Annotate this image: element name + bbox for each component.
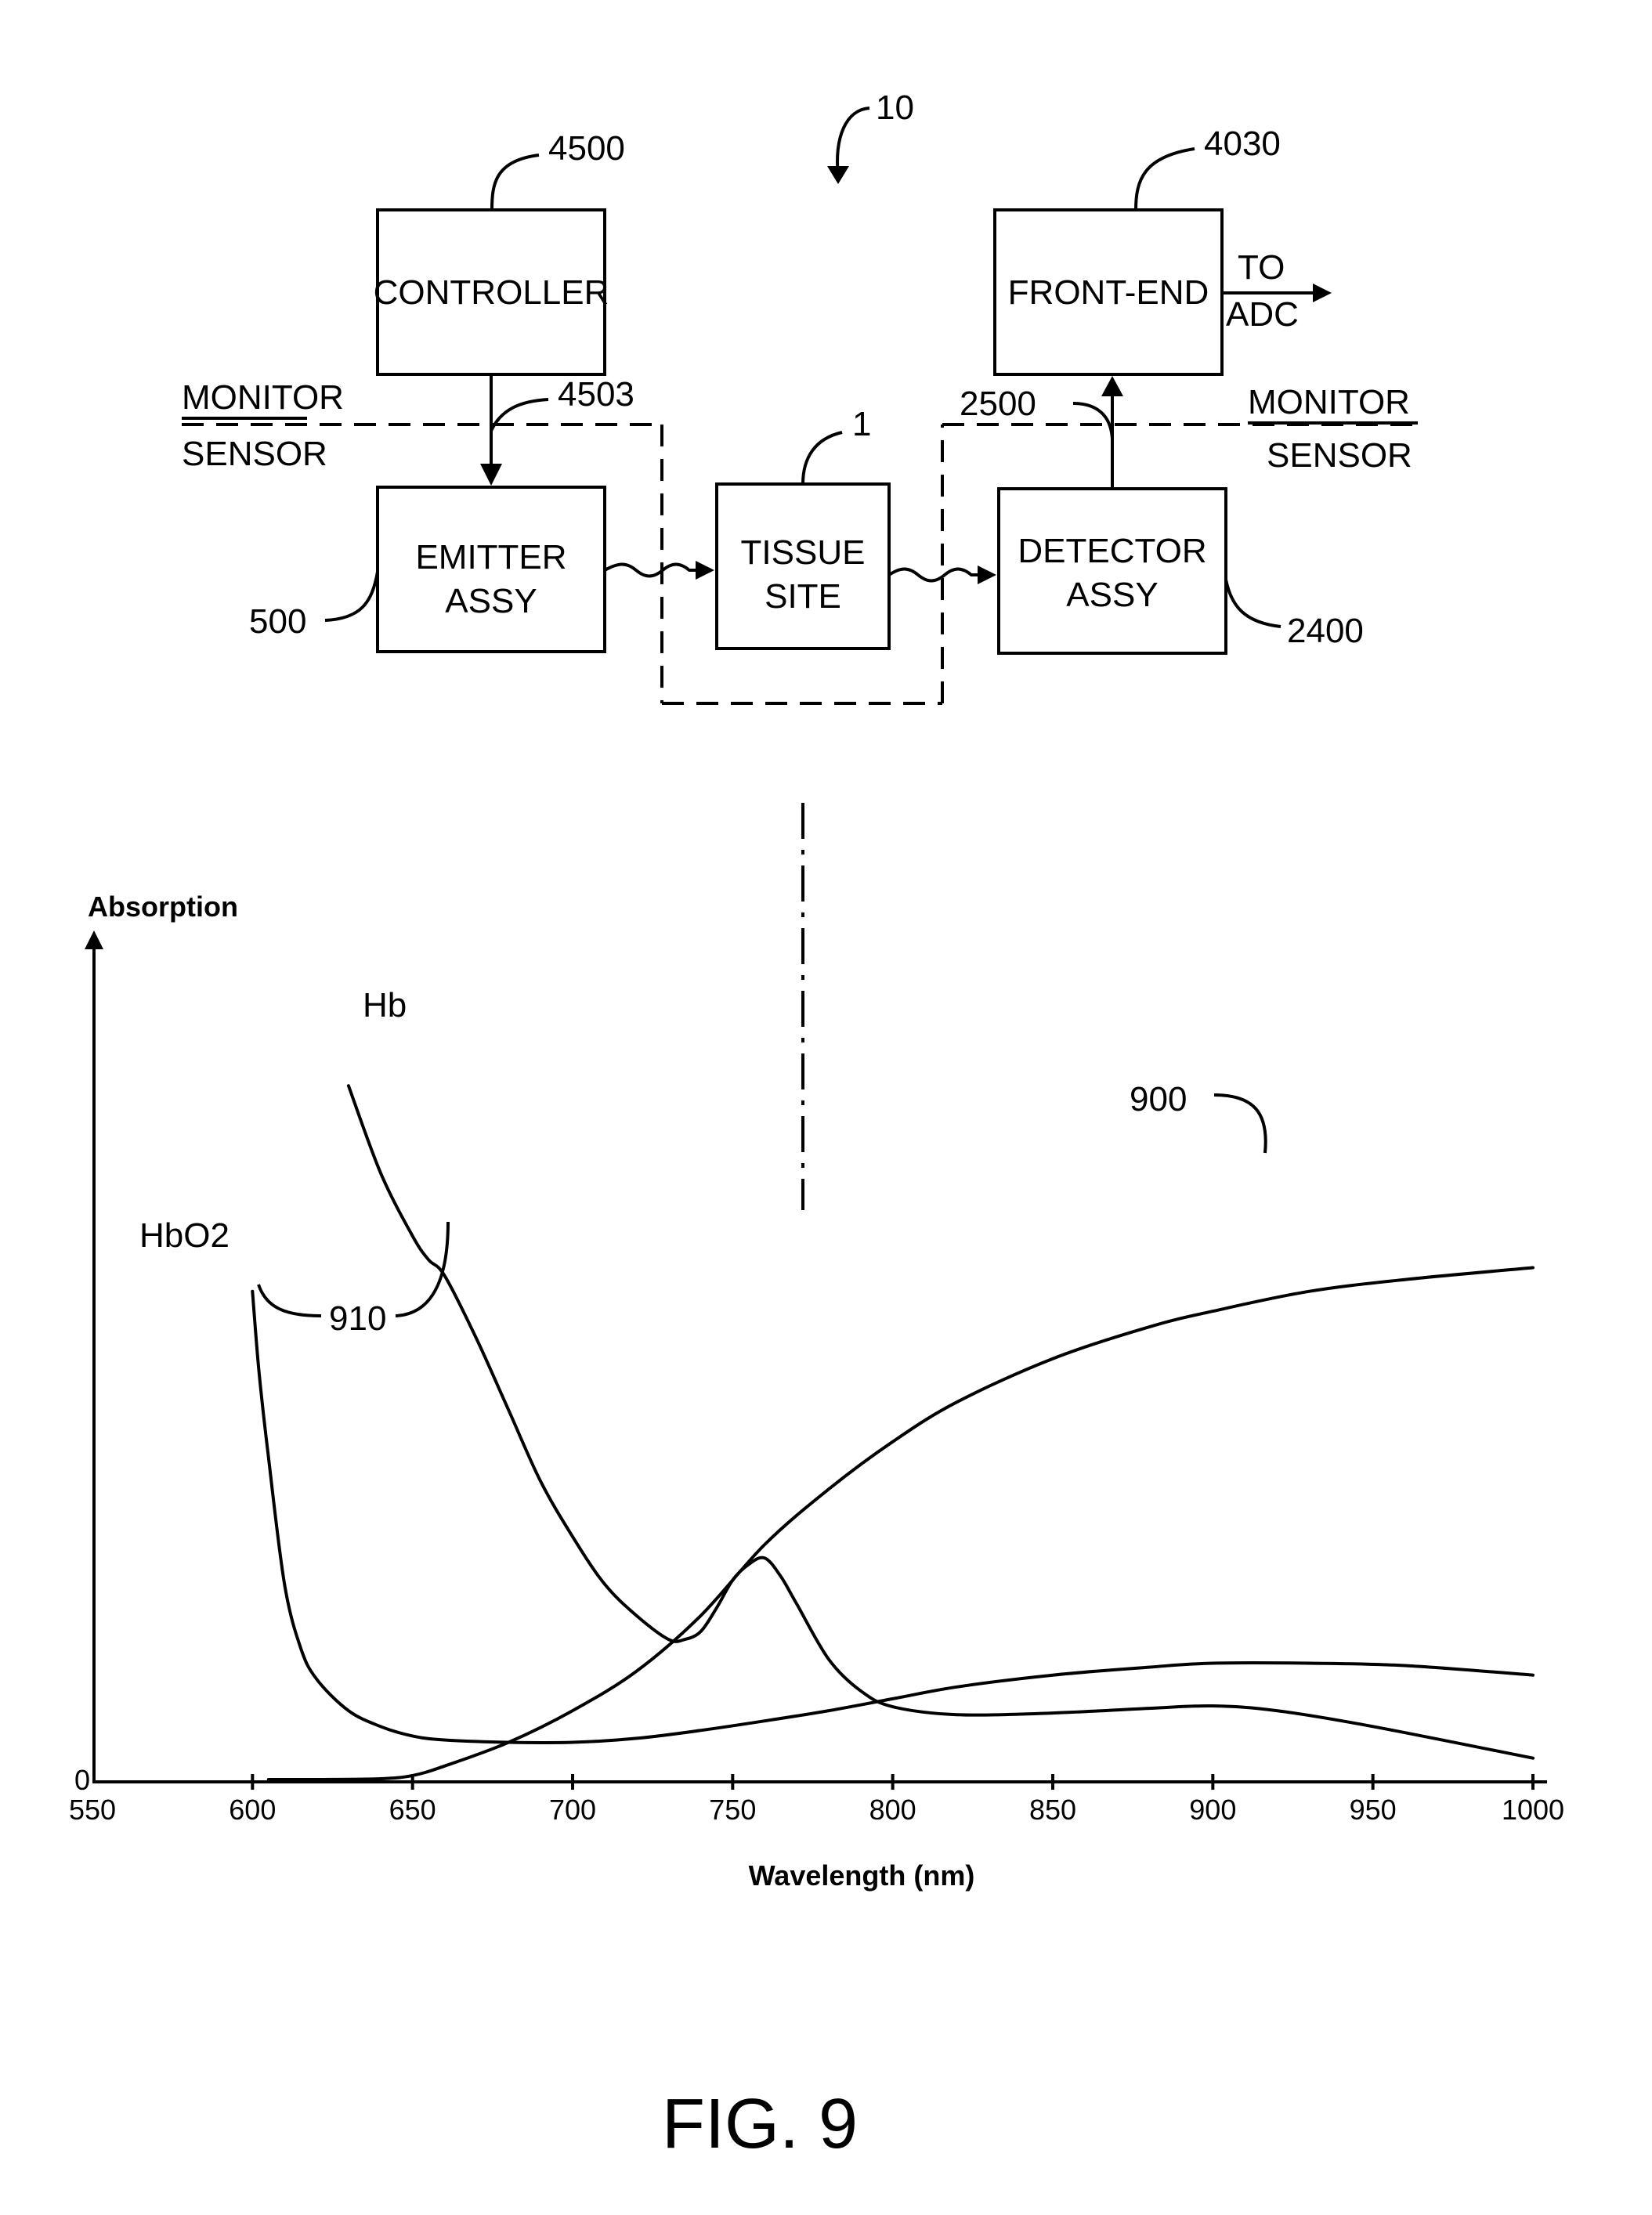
annotation-900-leader [1214, 1095, 1266, 1153]
controller-emitter-link: 4503 [480, 374, 634, 486]
absorption-chart: Absorption 0 550 600 650 700 750 800 850 900 950… [69, 803, 1564, 1892]
emitter-tissue-light-path [605, 561, 714, 580]
curve-900 [269, 1268, 1533, 1780]
detector-ref-label: 2400 [1287, 612, 1364, 650]
system-leader-line [837, 108, 869, 176]
x-tick-label-750: 750 [709, 1794, 756, 1826]
annotation-910-leader-left [258, 1285, 321, 1316]
hbo2-curve-label: HbO2 [139, 1216, 230, 1255]
system-ref-label: 10 [876, 89, 914, 127]
emitter-light-wave [605, 565, 703, 576]
link-4503-label: 4503 [558, 375, 634, 414]
detector-block: DETECTOR ASSY 2400 [999, 489, 1364, 653]
y-tick-0: 0 [74, 1764, 90, 1796]
tissue-leader-line [803, 432, 842, 484]
emitter-ref-label: 500 [249, 602, 306, 641]
left-monitor-label: MONITOR [182, 378, 344, 417]
adc-output-top-label: TO [1238, 248, 1285, 287]
y-axis-label: Absorption [88, 891, 238, 923]
controller-label: CONTROLLER [374, 273, 609, 312]
link-2500-leader [1073, 403, 1112, 439]
x-axis-label: Wavelength (nm) [749, 1859, 975, 1892]
annotation-910-label: 910 [329, 1299, 386, 1338]
x-tick-label-600: 600 [229, 1794, 276, 1826]
link-2500-label: 2500 [960, 385, 1036, 423]
x-tick-label-700: 700 [549, 1794, 596, 1826]
detector-frontend-arrowhead [1101, 376, 1123, 396]
curves [252, 1086, 1533, 1780]
controller-emitter-arrowhead [480, 464, 502, 486]
curve-hb [349, 1086, 1533, 1758]
x-tick-label-850: 850 [1029, 1794, 1076, 1826]
system-reference: 10 [827, 89, 914, 184]
front-end-label: FRONT-END [1008, 273, 1209, 312]
emitter-leader-line [325, 572, 378, 620]
right-monitor-label: MONITOR [1248, 383, 1410, 421]
detector-frontend-link: 2500 [960, 376, 1123, 489]
controller-block: CONTROLLER 4500 [374, 129, 625, 374]
x-tick-label-1000: 1000 [1502, 1794, 1564, 1826]
y-axis-arrowhead [85, 930, 103, 949]
x-tick-label-950: 950 [1350, 1794, 1397, 1826]
emitter-label-line2: ASSY [445, 582, 537, 620]
emitter-block: EMITTER ASSY 500 [249, 487, 605, 652]
tissue-label-line1: TISSUE [741, 533, 866, 572]
controller-ref-label: 4500 [548, 129, 625, 168]
tissue-block: TISSUE SITE 1 [717, 405, 889, 649]
annotation-900-label: 900 [1130, 1080, 1187, 1118]
right-sensor-label: SENSOR [1267, 436, 1412, 475]
detector-light-arrowhead [978, 565, 996, 584]
block-diagram: 10 CONTROLLER 4500 FRONT-END 4030 TO ADC [182, 89, 1418, 703]
detector-leader-line [1226, 580, 1281, 627]
tissue-label-line2: SITE [765, 577, 841, 616]
front-end-leader-line [1136, 149, 1195, 210]
x-tick-label-650: 650 [389, 1794, 436, 1826]
x-tick-label-550: 550 [69, 1794, 116, 1826]
detector-label-line1: DETECTOR [1018, 532, 1206, 570]
x-tick-label-800: 800 [869, 1794, 916, 1826]
emitter-label-line1: EMITTER [415, 538, 566, 576]
detector-box [999, 489, 1226, 653]
adc-output-bottom-label: ADC [1226, 295, 1299, 334]
front-end-ref-label: 4030 [1204, 125, 1281, 163]
detector-light-wave [889, 569, 985, 581]
system-arrowhead [827, 166, 849, 184]
tissue-ref-label: 1 [852, 405, 871, 443]
detector-label-line2: ASSY [1066, 576, 1158, 614]
x-tick-label-900: 900 [1189, 1794, 1236, 1826]
figure-label: FIG. 9 [662, 2085, 858, 2163]
controller-leader-line [492, 155, 539, 210]
curve-hbo2 [252, 1292, 1533, 1743]
emitter-light-arrowhead [696, 561, 714, 580]
left-sensor-label: SENSOR [182, 435, 327, 473]
adc-arrowhead [1313, 284, 1332, 302]
hb-curve-label: Hb [363, 986, 407, 1024]
front-end-block: FRONT-END 4030 TO ADC [995, 125, 1332, 374]
